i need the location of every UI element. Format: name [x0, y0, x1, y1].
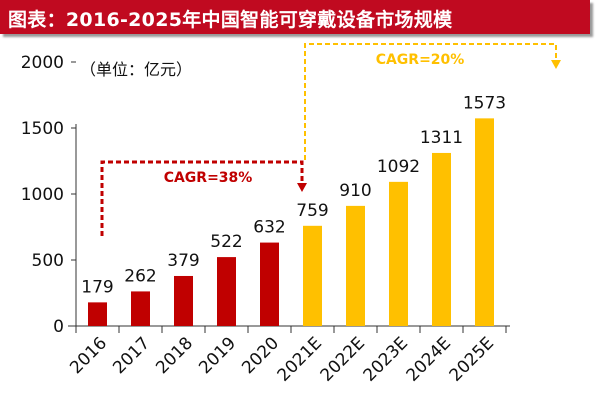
data-label-2017: 262	[124, 266, 156, 286]
bar-2017	[131, 291, 150, 326]
data-label-2018: 379	[167, 251, 199, 271]
x-tick-label: 2024E	[403, 333, 455, 385]
data-label-2025E: 1573	[463, 93, 506, 113]
x-tick-label: 2017	[109, 333, 154, 378]
data-label-2023E: 1092	[377, 157, 420, 177]
bar-2024E	[432, 152, 451, 326]
bar-2018	[174, 275, 193, 326]
bar-2019	[217, 257, 236, 326]
bar-2016	[88, 302, 107, 326]
y-tick-label: 1000	[21, 185, 64, 205]
title-bar: 图表：2016-2025年中国智能可穿戴设备市场规模	[0, 0, 590, 34]
bar-2022E	[346, 205, 365, 326]
data-label-2022E: 910	[339, 181, 371, 201]
x-tick-label: 2022E	[317, 333, 369, 385]
cagr-actual-label: CAGR=38%	[164, 170, 253, 186]
data-label-2020: 632	[253, 218, 285, 238]
bar-2021E	[303, 225, 322, 326]
x-tick-label: 2019	[195, 333, 240, 378]
cagr-forecast-bracket	[304, 43, 557, 160]
bar-2023E	[389, 181, 408, 326]
data-label-2024E: 1311	[420, 128, 463, 148]
y-tick-label: 500	[32, 251, 64, 271]
data-label-2016: 179	[81, 277, 113, 297]
bar-2025E	[475, 118, 494, 326]
y-tick-label: 1500	[21, 119, 64, 139]
y-tick-label: 0	[53, 317, 64, 337]
x-tick-label: 2023E	[360, 333, 412, 385]
arrow-down-icon	[551, 60, 561, 69]
data-label-2019: 522	[210, 232, 242, 252]
cagr-actual-bracket	[100, 160, 304, 236]
bar-2020	[260, 242, 279, 326]
x-tick-label: 2016	[66, 333, 111, 378]
data-label-2021E: 759	[296, 201, 328, 221]
unit-label: （单位：亿元）	[80, 60, 192, 79]
chart-title: 图表：2016-2025年中国智能可穿戴设备市场规模	[8, 9, 453, 31]
x-tick-label: 2025E	[446, 333, 498, 385]
x-tick-label: 2018	[152, 333, 197, 378]
cagr-forecast-label: CAGR=20%	[376, 52, 465, 68]
y-tick-label: 2000	[21, 53, 64, 73]
arrow-down-icon	[297, 183, 307, 192]
x-tick-label: 2021E	[274, 333, 326, 385]
